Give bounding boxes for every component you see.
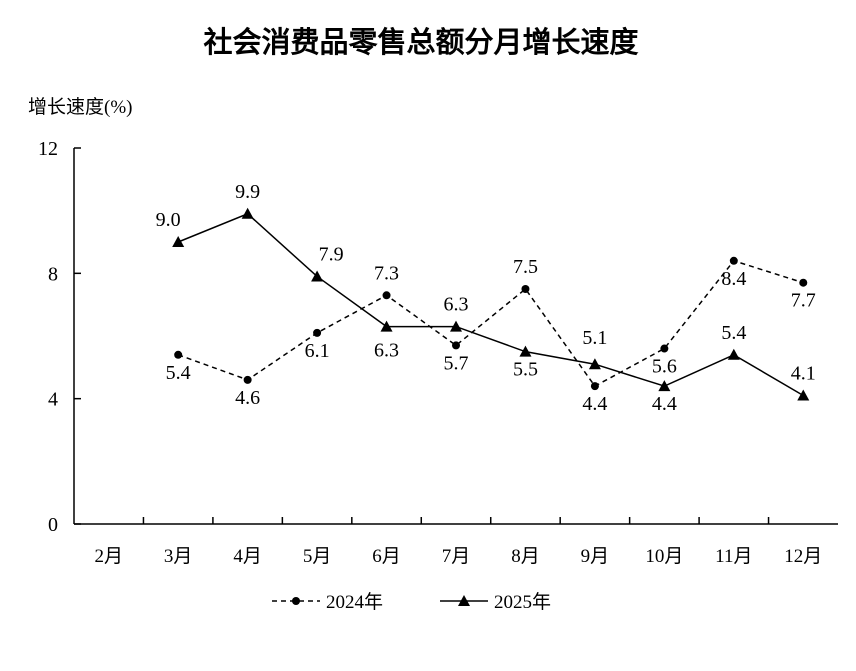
data-label: 5.5 (513, 359, 538, 381)
data-label: 4.1 (791, 363, 816, 385)
x-tick-label: 9月 (581, 546, 610, 567)
data-label: 7.9 (319, 243, 344, 265)
data-label: 6.3 (374, 340, 399, 362)
data-point (727, 348, 740, 360)
data-label: 6.3 (444, 294, 469, 316)
data-point (797, 389, 810, 401)
y-tick-label: 4 (48, 389, 58, 411)
data-label: 8.4 (721, 268, 746, 290)
data-point (382, 291, 391, 300)
data-point (660, 344, 669, 353)
x-tick-label: 8月 (511, 546, 540, 567)
data-point (313, 328, 322, 337)
data-label: 9.9 (235, 181, 260, 203)
data-point (174, 350, 183, 359)
data-point (380, 320, 393, 332)
data-point (243, 375, 252, 384)
legend-marker (292, 597, 300, 605)
data-label: 7.5 (513, 256, 538, 278)
data-point (519, 345, 532, 357)
data-label: 5.1 (582, 327, 607, 349)
legend-label: 2025年 (494, 591, 551, 613)
data-label: 5.6 (652, 356, 677, 378)
data-point (452, 341, 460, 350)
x-tick-label: 5月 (303, 546, 332, 567)
legend-label: 2024年 (326, 591, 383, 613)
data-point (729, 256, 738, 265)
data-label: 5.4 (721, 322, 746, 344)
data-label: 4.4 (652, 393, 677, 415)
data-label: 5.4 (166, 362, 191, 384)
data-label: 6.1 (305, 340, 330, 362)
data-label: 7.3 (374, 262, 399, 284)
x-tick-label: 4月 (233, 546, 262, 567)
x-tick-label: 12月 (784, 546, 822, 567)
data-label: 9.0 (156, 209, 181, 231)
data-point (658, 380, 671, 392)
y-axis-label: 增长速度(%) (28, 96, 132, 118)
data-label: 4.4 (582, 393, 607, 415)
y-tick-label: 0 (48, 514, 58, 536)
chart-title: 社会消费品零售总额分月增长速度 (203, 26, 638, 59)
x-tick-label: 3月 (164, 546, 193, 567)
data-point (590, 382, 599, 391)
x-tick-label: 2月 (94, 546, 123, 567)
series-line-2024年 (177, 259, 804, 388)
data-label: 5.7 (444, 352, 469, 374)
data-label: 7.7 (791, 290, 816, 312)
x-tick-label: 11月 (715, 546, 752, 567)
data-point (241, 207, 254, 219)
x-tick-label: 10月 (645, 546, 683, 567)
x-tick-label: 6月 (372, 546, 401, 567)
data-point (172, 236, 185, 247)
data-point (311, 270, 324, 282)
data-point (799, 278, 808, 287)
legend-marker (458, 595, 470, 606)
y-tick-label: 12 (38, 138, 58, 160)
data-point (521, 285, 530, 293)
data-point (450, 320, 462, 332)
x-tick-label: 7月 (442, 546, 471, 567)
y-tick-label: 8 (48, 263, 58, 285)
data-label: 4.6 (235, 387, 260, 409)
series-line-2025年 (177, 212, 804, 397)
data-point (588, 358, 601, 370)
